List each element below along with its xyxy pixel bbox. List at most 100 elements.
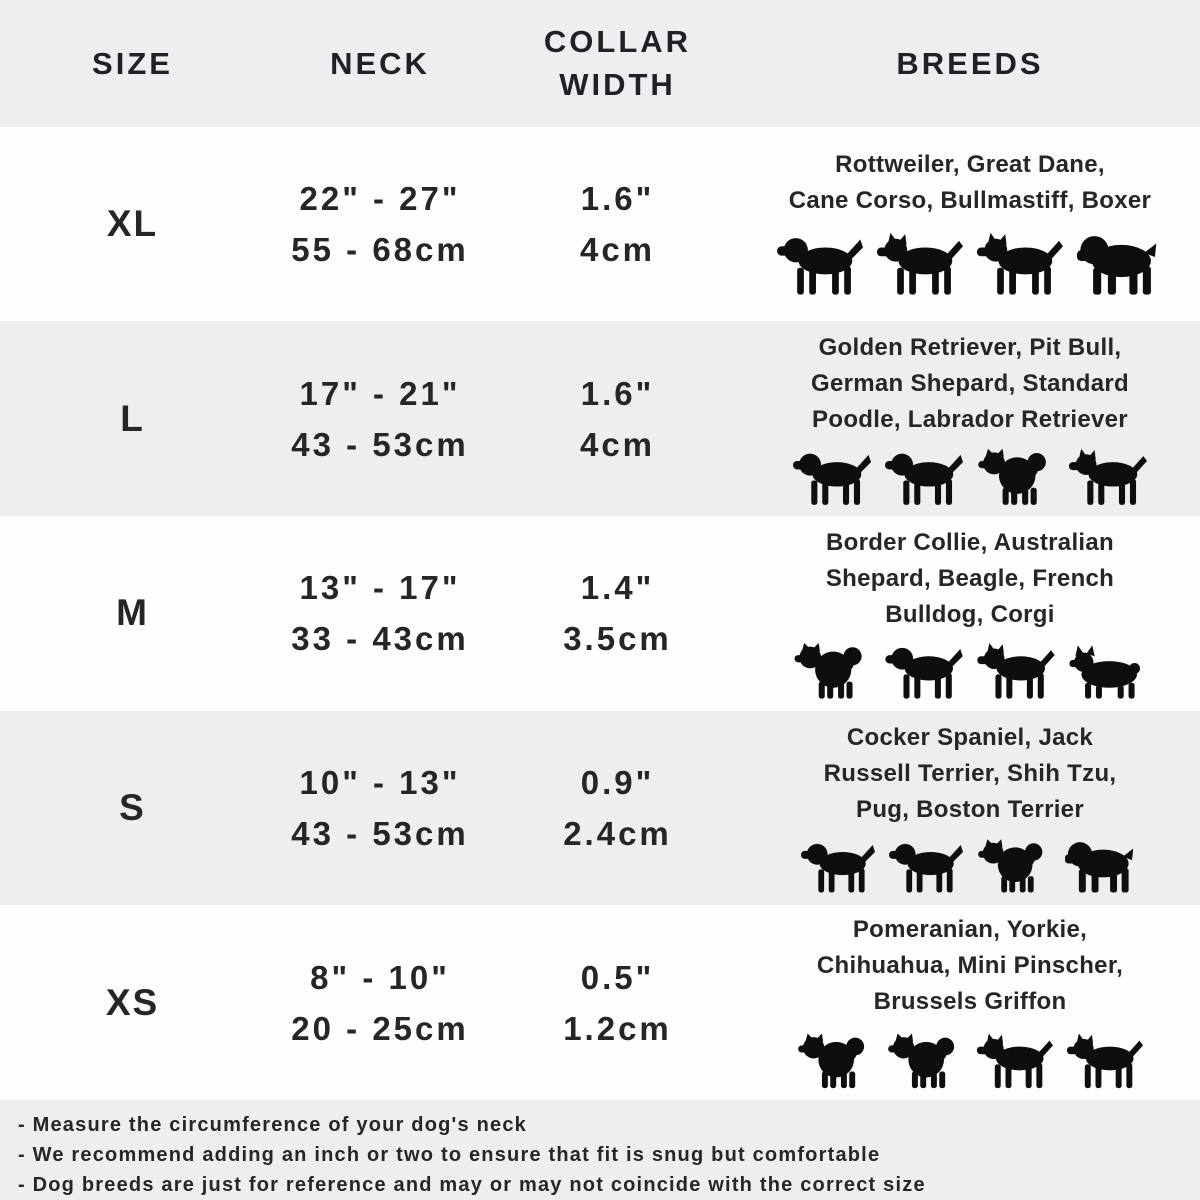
- golden-retriever-icon: [793, 448, 871, 508]
- neck-cm: 55 - 68cm: [291, 231, 469, 269]
- collar-width-measurement: 0.5" 1.2cm: [495, 952, 740, 1054]
- breed-silhouettes: [801, 838, 1139, 896]
- neck-cm: 43 - 53cm: [291, 815, 469, 852]
- size-label: L: [120, 397, 145, 439]
- breed-names-line1: Border Collie, Australian: [825, 529, 1114, 557]
- breed-names-line2: Chihuahua, Mini Pinscher,: [816, 951, 1124, 979]
- australian-shepherd-icon: [793, 643, 871, 701]
- standard-poodle-icon: [977, 448, 1055, 508]
- breed-names-line2: Shepard, Beagle, French: [825, 565, 1115, 593]
- neck-cm: 33 - 43cm: [291, 620, 469, 658]
- neck-inches: 22" - 27": [299, 179, 461, 217]
- breeds-cell: Rottweiler, Great Dane, Cane Corso, Bull…: [740, 147, 1200, 301]
- breeds-cell: Cocker Spaniel, Jack Russell Terrier, Sh…: [740, 720, 1200, 896]
- size-row-l: L 17" - 21" 43 - 53cm 1.6" 4cm Golden Re…: [0, 321, 1200, 517]
- size-row-m: M 13" - 17" 33 - 43cm 1.4" 3.5cm Border …: [0, 516, 1200, 711]
- breed-names-line1: Cocker Spaniel, Jack: [846, 724, 1094, 751]
- great-dane-icon: [877, 229, 963, 301]
- neck-measurement: 8" - 10" 20 - 25cm: [265, 952, 495, 1054]
- breeds-cell: Border Collie, Australian Shepard, Beagl…: [740, 525, 1200, 701]
- shih-tzu-icon: [977, 838, 1051, 896]
- collar-width-cm: 1.2cm: [563, 1009, 672, 1047]
- cane-corso-icon: [977, 229, 1063, 301]
- breeds-cell: Golden Retriever, Pit Bull, German Shepa…: [740, 330, 1200, 508]
- mini-pinscher-icon: [1067, 1030, 1143, 1094]
- yorkie-icon: [887, 1030, 963, 1094]
- neck-inches: 17" - 21": [299, 374, 461, 412]
- header-collar-width-line1: COLLAR: [543, 23, 692, 59]
- size-row-s: S 10" - 13" 43 - 53cm 0.9" 2.4cm Cocker …: [0, 710, 1200, 906]
- breed-names-line3: Pug, Boston Terrier: [856, 796, 1084, 823]
- size-label: XS: [105, 981, 160, 1023]
- header-collar-width-line2: WIDTH: [559, 67, 676, 103]
- neck-measurement: 13" - 17" 33 - 43cm: [265, 562, 495, 664]
- breed-names: Golden Retriever, Pit Bull, German Shepa…: [811, 330, 1129, 438]
- breed-silhouettes: [793, 448, 1147, 508]
- breed-names-line2: Cane Corso, Bullmastiff, Boxer: [788, 187, 1152, 215]
- jack-russell-terrier-icon: [889, 838, 963, 896]
- neck-cm: 20 - 25cm: [291, 1009, 469, 1047]
- note-measure-neck: - Measure the circumference of your dog'…: [18, 1113, 527, 1136]
- neck-inches: 10" - 13": [299, 763, 461, 801]
- header-breeds: BREEDS: [896, 45, 1044, 81]
- breed-silhouettes: [793, 643, 1147, 701]
- collar-width-inches: 0.9": [580, 763, 655, 801]
- breed-names-line3: Poodle, Labrador Retriever: [812, 405, 1128, 433]
- breed-silhouettes: [777, 229, 1163, 301]
- size-label: M: [116, 592, 149, 634]
- collar-width-inches: 1.6": [580, 179, 655, 217]
- collar-width-measurement: 1.6" 4cm: [495, 173, 740, 275]
- neck-inches: 8" - 10": [310, 958, 450, 996]
- labrador-retriever-icon: [885, 448, 963, 508]
- breed-names-line2: German Shepard, Standard: [811, 369, 1129, 397]
- neck-measurement: 10" - 13" 43 - 53cm: [265, 757, 495, 859]
- collar-width-inches: 0.5": [580, 958, 655, 996]
- collar-width-cm: 3.5cm: [563, 620, 672, 658]
- header-row: SIZE NECK COLLAR WIDTH BREEDS: [0, 0, 1200, 127]
- french-bulldog-icon: [977, 643, 1055, 701]
- header-collar-width: COLLAR WIDTH: [495, 20, 740, 107]
- beagle-icon: [885, 643, 963, 701]
- pug-icon: [1065, 838, 1139, 896]
- collar-width-inches: 1.4": [580, 569, 655, 607]
- breed-silhouettes: [797, 1030, 1143, 1094]
- neck-measurement: 22" - 27" 55 - 68cm: [265, 173, 495, 275]
- collar-width-measurement: 1.6" 4cm: [495, 368, 740, 470]
- header-size: SIZE: [92, 45, 173, 81]
- collar-width-cm: 2.4cm: [563, 815, 672, 852]
- breed-names: Pomeranian, Yorkie, Chihuahua, Mini Pins…: [817, 912, 1123, 1020]
- collar-width-inches: 1.6": [580, 374, 655, 412]
- cocker-spaniel-icon: [801, 838, 875, 896]
- size-label: S: [119, 787, 146, 828]
- note-breeds-reference: - Dog breeds are just for reference and …: [18, 1173, 926, 1196]
- note-add-inch: - We recommend adding an inch or two to …: [18, 1143, 881, 1166]
- neck-cm: 43 - 53cm: [291, 425, 469, 463]
- size-row-xs: XS 8" - 10" 20 - 25cm 0.5" 1.2cm Pomeran…: [0, 905, 1200, 1100]
- measurement-notes: - Measure the circumference of your dog'…: [0, 1099, 1200, 1200]
- german-shepherd-icon: [1069, 448, 1147, 508]
- neck-measurement: 17" - 21" 43 - 53cm: [265, 368, 495, 470]
- breed-names-line1: Rottweiler, Great Dane,: [835, 151, 1105, 179]
- size-row-xl: XL 22" - 27" 55 - 68cm 1.6" 4cm Rottweil…: [0, 126, 1200, 322]
- breed-names-line3: Bulldog, Corgi: [885, 601, 1055, 629]
- size-label: XL: [106, 203, 159, 245]
- breed-names: Cocker Spaniel, Jack Russell Terrier, Sh…: [824, 720, 1117, 828]
- breeds-cell: Pomeranian, Yorkie, Chihuahua, Mini Pins…: [740, 912, 1200, 1094]
- breed-names: Rottweiler, Great Dane, Cane Corso, Bull…: [789, 147, 1151, 219]
- collar-width-cm: 4cm: [579, 231, 656, 269]
- bullmastiff-icon: [1077, 229, 1163, 301]
- breed-names-line3: Brussels Griffon: [873, 987, 1067, 1015]
- collar-width-cm: 4cm: [579, 425, 656, 463]
- breed-names-line2: Russell Terrier, Shih Tzu,: [823, 760, 1117, 787]
- breed-names-line1: Golden Retriever, Pit Bull,: [818, 333, 1122, 361]
- breed-names-line1: Pomeranian, Yorkie,: [852, 915, 1088, 943]
- pomeranian-icon: [797, 1030, 873, 1094]
- corgi-icon: [1069, 643, 1147, 701]
- rottweiler-icon: [777, 229, 863, 301]
- neck-inches: 13" - 17": [299, 569, 461, 607]
- breed-names: Border Collie, Australian Shepard, Beagl…: [826, 525, 1114, 633]
- header-neck: NECK: [330, 45, 430, 81]
- collar-width-measurement: 0.9" 2.4cm: [495, 757, 740, 859]
- collar-width-measurement: 1.4" 3.5cm: [495, 562, 740, 664]
